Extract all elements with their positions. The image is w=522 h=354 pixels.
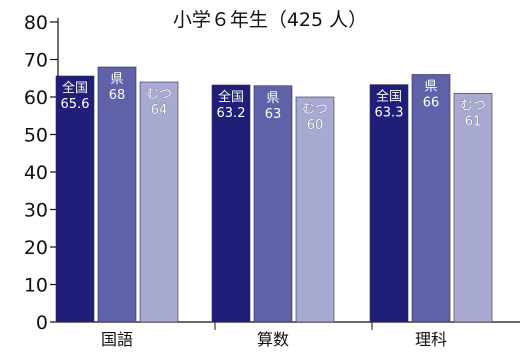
bar-value-label: 61 bbox=[465, 114, 482, 129]
bar-value-label: 68 bbox=[109, 88, 126, 103]
bar bbox=[55, 75, 95, 323]
y-tick-label: 20 bbox=[24, 237, 48, 259]
bar-series-label: むつ bbox=[146, 87, 172, 102]
chart-title: 小学６年生（425 人） bbox=[173, 9, 367, 31]
bar bbox=[253, 85, 293, 323]
bar-series-label: 県 bbox=[424, 80, 437, 95]
y-tick-label: 40 bbox=[24, 162, 48, 184]
x-category-label: 理科 bbox=[415, 330, 447, 349]
y-tick-label: 50 bbox=[24, 125, 48, 147]
bar-series-label: むつ bbox=[460, 98, 486, 113]
bars bbox=[55, 66, 493, 323]
bar-series-label: 全国 bbox=[62, 80, 88, 96]
bar bbox=[97, 66, 137, 323]
bar-value-label: 63.2 bbox=[217, 106, 246, 121]
x-category-label: 国語 bbox=[101, 330, 133, 349]
bar-value-label: 64 bbox=[151, 103, 168, 118]
bar-series-label: 県 bbox=[266, 91, 279, 106]
bar bbox=[139, 81, 179, 323]
y-tick-label: 30 bbox=[24, 200, 48, 222]
bar-series-label: 全国 bbox=[218, 89, 244, 105]
y-tick-label: 70 bbox=[24, 50, 48, 72]
bar bbox=[369, 84, 409, 323]
bar-value-label: 63.3 bbox=[375, 106, 404, 121]
bar-value-label: 65.6 bbox=[61, 97, 90, 112]
x-category-label: 算数 bbox=[257, 330, 289, 349]
y-tick-label: 0 bbox=[36, 312, 48, 334]
y-tick-label: 10 bbox=[24, 275, 48, 297]
bar-series-label: 県 bbox=[110, 72, 123, 87]
bar-value-label: 63 bbox=[265, 107, 282, 122]
bar bbox=[411, 74, 451, 323]
bar bbox=[211, 84, 251, 323]
bar bbox=[453, 92, 493, 323]
bar-series-label: 全国 bbox=[376, 89, 402, 105]
bar-value-label: 66 bbox=[423, 96, 440, 111]
bar bbox=[295, 96, 335, 323]
bar-value-label: 60 bbox=[307, 118, 324, 133]
axes: 0 10 20 30 40 50 60 70 80 国語 算数 理科 bbox=[24, 12, 520, 349]
bar-series-label: むつ bbox=[302, 102, 328, 117]
y-tick-label: 60 bbox=[24, 87, 48, 109]
y-tick-label: 80 bbox=[24, 12, 48, 34]
